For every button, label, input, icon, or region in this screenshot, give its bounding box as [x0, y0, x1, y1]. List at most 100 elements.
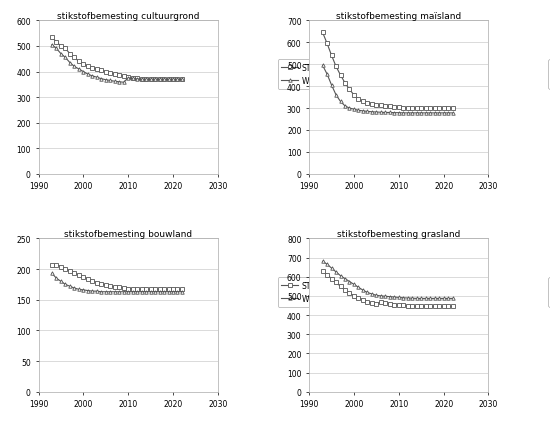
- WSV: [449, 296, 456, 301]
- WSV: [89, 74, 96, 79]
- WSV: [71, 286, 78, 291]
- WSV: [436, 111, 442, 116]
- WSV: [85, 72, 91, 78]
- STONE: [422, 106, 429, 111]
- WSV: [414, 111, 420, 116]
- STONE: [152, 77, 158, 82]
- WSV: [355, 285, 362, 290]
- Line: STONE: STONE: [321, 270, 454, 308]
- STONE: [125, 286, 131, 291]
- STONE: [98, 69, 104, 74]
- STONE: [368, 301, 375, 306]
- STONE: [324, 42, 331, 47]
- STONE: [75, 273, 82, 278]
- WSV: [391, 111, 398, 116]
- STONE: [85, 276, 91, 282]
- STONE: [161, 287, 167, 292]
- STONE: [89, 279, 96, 284]
- STONE: [395, 303, 402, 308]
- WSV: [320, 259, 326, 264]
- WSV: [165, 290, 172, 295]
- WSV: [382, 294, 389, 299]
- Title: stikstofbemesting bouwland: stikstofbemesting bouwland: [64, 229, 192, 238]
- STONE: [368, 102, 375, 107]
- Title: stikstofbemesting cultuurgrond: stikstofbemesting cultuurgrond: [57, 12, 200, 20]
- STONE: [404, 106, 411, 111]
- STONE: [94, 67, 100, 72]
- STONE: [67, 269, 73, 274]
- Title: stikstofbemesting grasland: stikstofbemesting grasland: [337, 229, 460, 238]
- WSV: [67, 284, 73, 289]
- STONE: [400, 106, 406, 111]
- WSV: [107, 290, 113, 295]
- STONE: [125, 75, 131, 81]
- WSV: [342, 104, 348, 109]
- WSV: [98, 77, 104, 82]
- Line: WSV: WSV: [321, 260, 454, 300]
- STONE: [102, 283, 109, 288]
- WSV: [58, 279, 64, 284]
- STONE: [48, 35, 55, 40]
- WSV: [373, 293, 380, 298]
- WSV: [346, 106, 353, 111]
- STONE: [89, 66, 96, 71]
- STONE: [449, 304, 456, 309]
- WSV: [94, 289, 100, 294]
- WSV: [143, 290, 150, 295]
- STONE: [116, 74, 123, 79]
- WSV: [337, 273, 344, 279]
- STONE: [418, 304, 425, 309]
- WSV: [112, 80, 118, 85]
- WSV: [161, 290, 167, 295]
- STONE: [170, 287, 177, 292]
- STONE: [351, 294, 358, 299]
- WSV: [129, 290, 136, 295]
- STONE: [328, 54, 335, 59]
- STONE: [48, 262, 55, 268]
- STONE: [138, 287, 145, 292]
- STONE: [333, 65, 339, 70]
- WSV: [58, 52, 64, 57]
- STONE: [387, 301, 393, 306]
- STONE: [174, 78, 181, 83]
- STONE: [179, 78, 185, 83]
- WSV: [414, 296, 420, 301]
- STONE: [441, 106, 447, 111]
- WSV: [364, 290, 371, 295]
- STONE: [418, 106, 425, 111]
- STONE: [445, 304, 452, 309]
- WSV: [400, 296, 406, 301]
- WSV: [351, 282, 358, 287]
- STONE: [342, 81, 348, 86]
- WSV: [138, 290, 145, 295]
- STONE: [62, 267, 69, 272]
- WSV: [48, 271, 55, 276]
- WSV: [445, 111, 452, 116]
- WSV: [53, 276, 60, 281]
- WSV: [387, 111, 393, 116]
- Legend: STONE, WSV: STONE, WSV: [278, 60, 331, 89]
- WSV: [320, 63, 326, 69]
- WSV: [387, 294, 393, 299]
- STONE: [445, 106, 452, 111]
- STONE: [431, 106, 438, 111]
- STONE: [320, 31, 326, 36]
- WSV: [346, 279, 353, 285]
- WSV: [134, 290, 140, 295]
- WSV: [378, 110, 384, 115]
- STONE: [346, 88, 353, 93]
- STONE: [342, 288, 348, 293]
- WSV: [431, 296, 438, 301]
- STONE: [129, 76, 136, 81]
- WSV: [382, 111, 389, 116]
- STONE: [138, 77, 145, 82]
- WSV: [395, 295, 402, 300]
- WSV: [333, 93, 339, 98]
- WSV: [351, 107, 358, 112]
- WSV: [125, 76, 131, 81]
- STONE: [387, 104, 393, 109]
- Line: WSV: WSV: [321, 64, 454, 115]
- WSV: [120, 81, 127, 86]
- WSV: [333, 270, 339, 275]
- WSV: [102, 290, 109, 295]
